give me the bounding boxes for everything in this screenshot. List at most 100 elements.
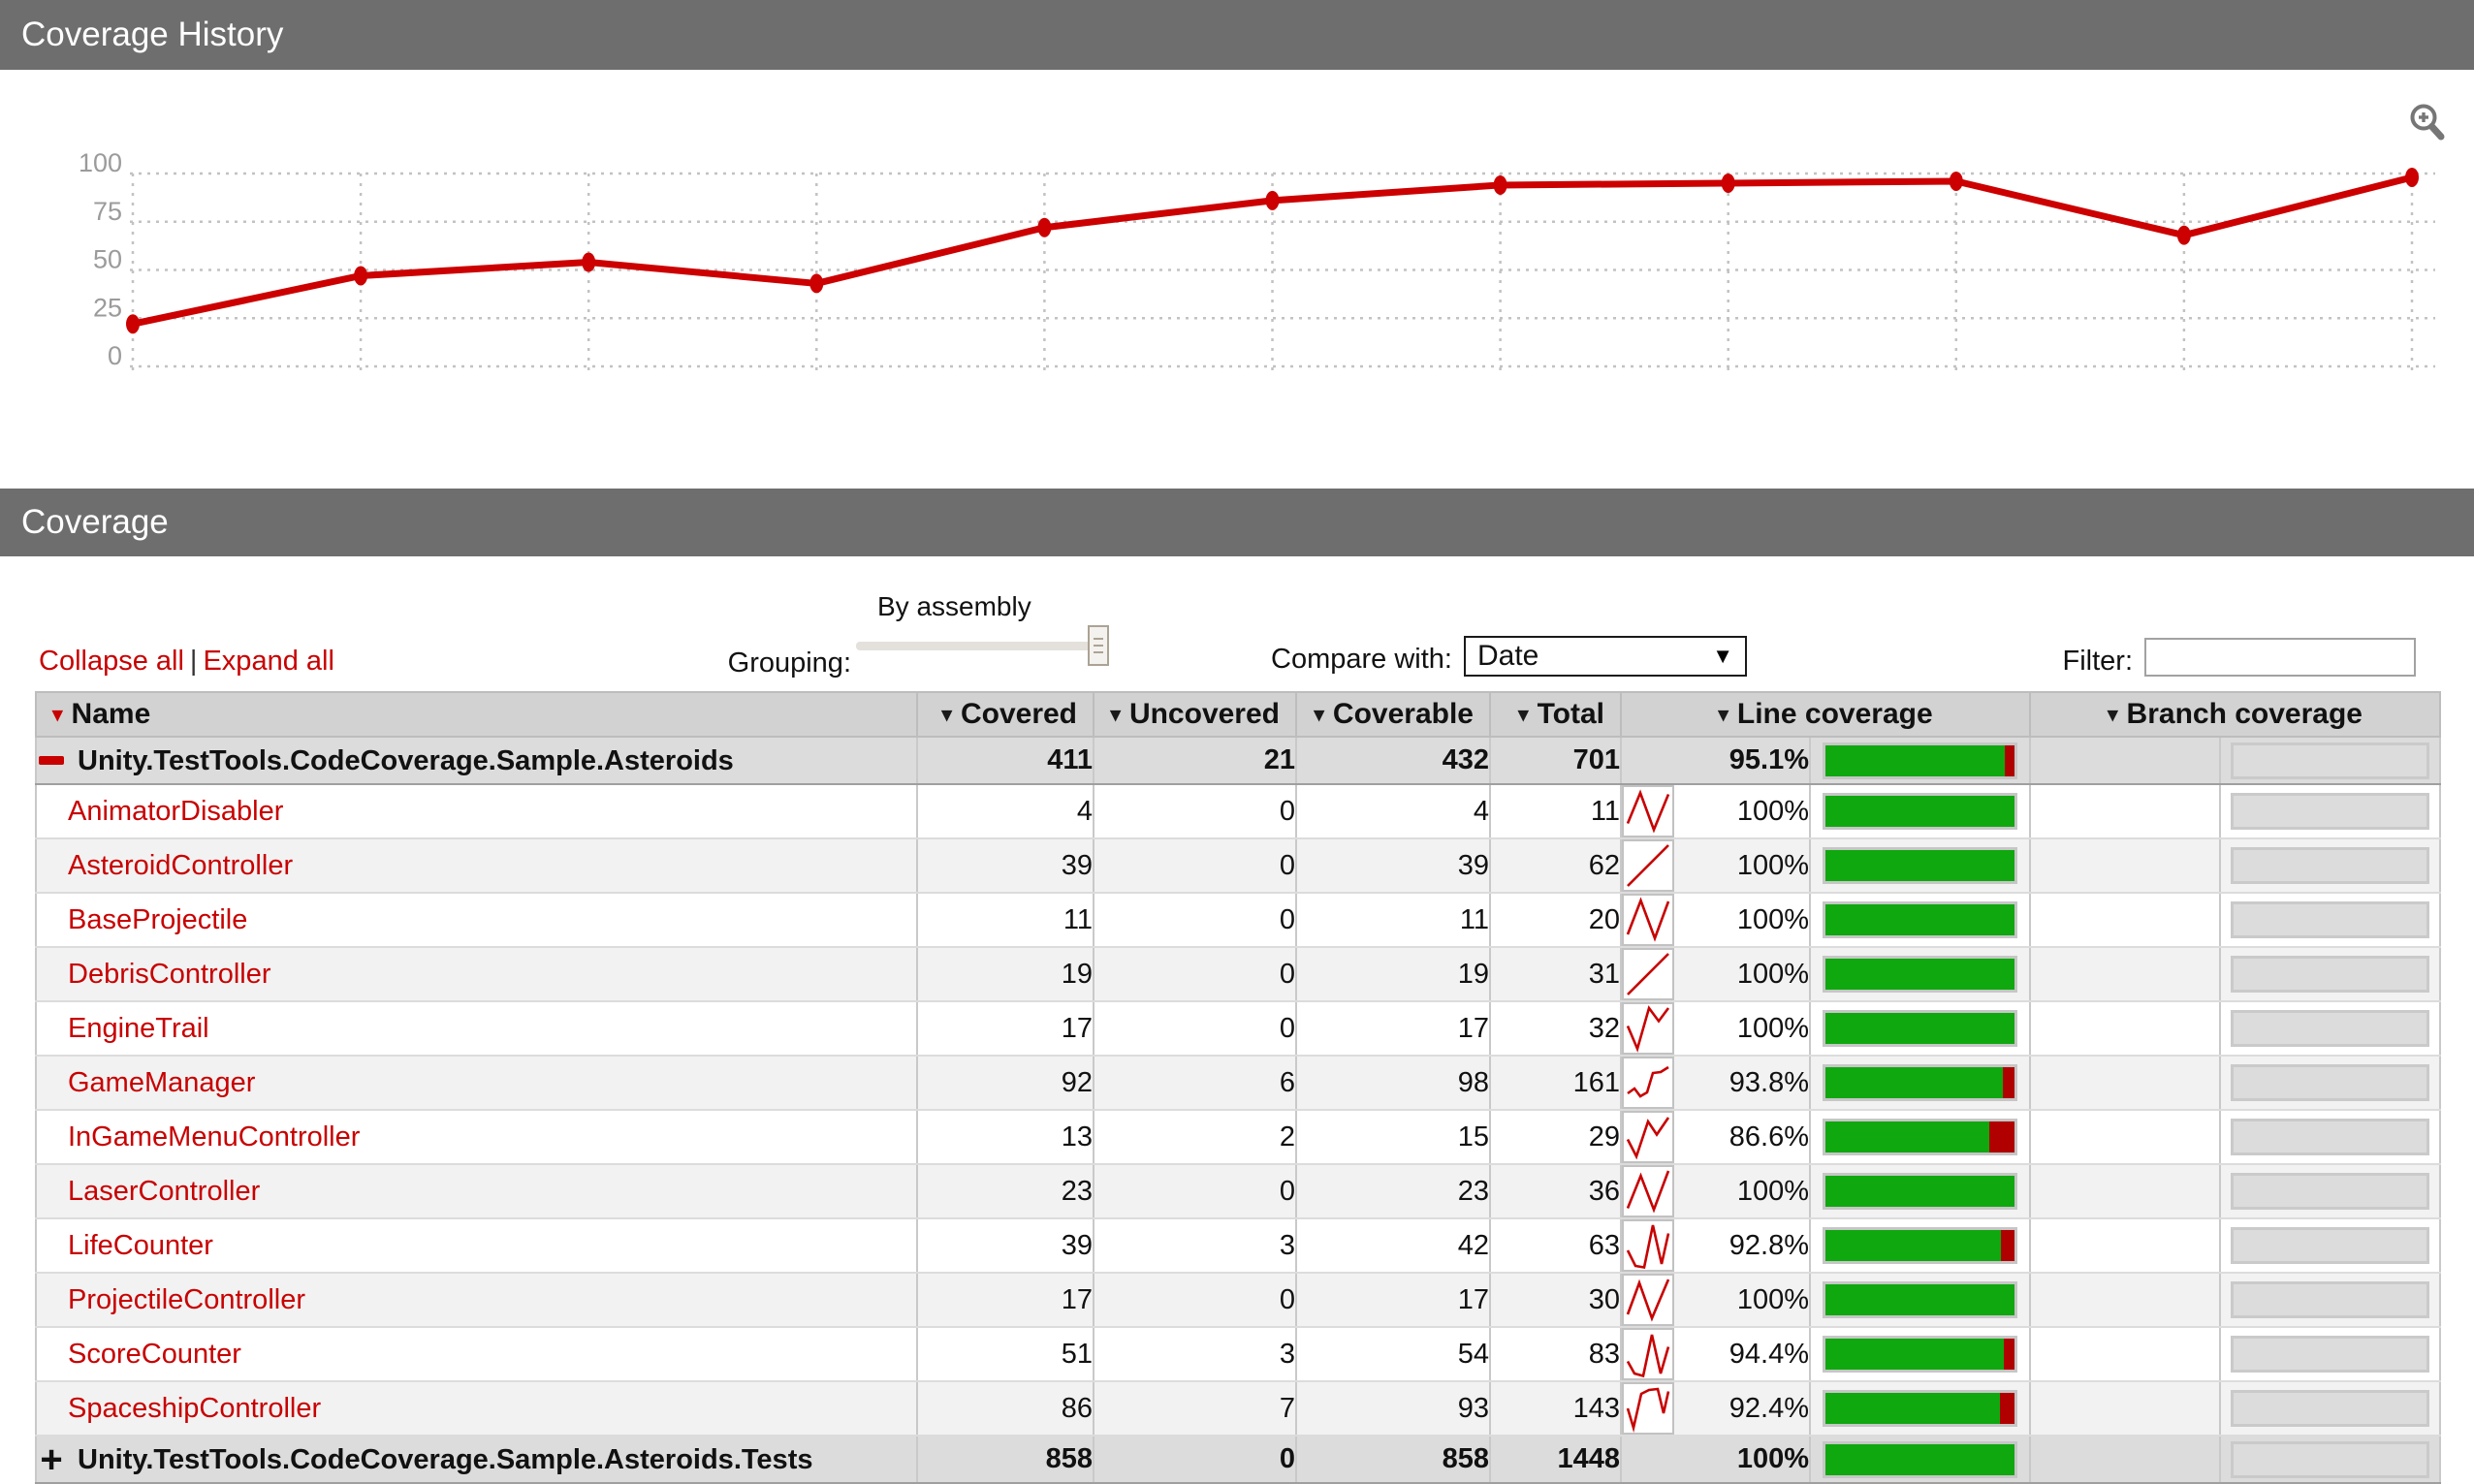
class-name-link[interactable]: AnimatorDisabler xyxy=(68,795,284,827)
total-value: 143 xyxy=(1489,1381,1622,1437)
history-sparkline[interactable] xyxy=(1622,1328,1674,1380)
branch-coverage-bar xyxy=(2231,1281,2429,1318)
covered-value: 19 xyxy=(916,947,1094,1002)
covered-value: 11 xyxy=(916,893,1094,948)
column-header-name[interactable]: ▾ Name xyxy=(35,691,918,738)
covered-value: 39 xyxy=(916,1218,1094,1274)
branch-coverage-bar xyxy=(2231,1390,2429,1427)
history-sparkline[interactable] xyxy=(1622,894,1674,946)
covered-value: 4 xyxy=(916,784,1094,839)
total-value: 11 xyxy=(1489,784,1622,839)
class-name-link[interactable]: AsteroidController xyxy=(68,849,294,881)
history-sparkline[interactable] xyxy=(1622,1057,1674,1109)
uncovered-value: 0 xyxy=(1093,1273,1297,1328)
line-coverage-bar xyxy=(1823,742,2017,779)
history-sparkline[interactable] xyxy=(1622,1165,1674,1217)
grouping-slider-track[interactable] xyxy=(856,642,1094,650)
line-coverage-percent: 95.1% xyxy=(1729,744,1809,775)
total-value: 83 xyxy=(1489,1327,1622,1382)
branch-coverage-bar xyxy=(2231,1440,2429,1478)
class-name-link[interactable]: BaseProjectile xyxy=(68,903,248,935)
total-value: 62 xyxy=(1489,838,1622,894)
history-sparkline[interactable] xyxy=(1622,1002,1674,1055)
history-sparkline[interactable] xyxy=(1622,839,1674,892)
grouping-value-label: By assembly xyxy=(877,591,1031,621)
class-name-link[interactable]: GameManager xyxy=(68,1066,256,1098)
class-name-link[interactable]: EngineTrail xyxy=(68,1012,209,1044)
line-coverage-percent: 100% xyxy=(1736,1443,1809,1474)
class-row: ScoreCounter 51 3 54 83 94.4% xyxy=(35,1327,2441,1382)
history-section-header: Coverage History xyxy=(0,0,2474,70)
y-axis-tick-label: 75 xyxy=(93,197,122,226)
column-header-total[interactable]: ▾ Total xyxy=(1489,691,1622,738)
class-name-link[interactable]: SpaceshipController xyxy=(68,1392,322,1424)
class-name-link[interactable]: ScoreCounter xyxy=(68,1338,241,1370)
line-coverage-bar xyxy=(1823,1390,2017,1427)
y-axis-tick-label: 0 xyxy=(108,341,122,370)
history-sparkline[interactable] xyxy=(1622,1274,1674,1326)
expand-toggle-icon[interactable]: + xyxy=(40,1437,63,1481)
branch-coverage-percent xyxy=(2029,1164,2221,1219)
branch-coverage-percent xyxy=(2029,1001,2221,1057)
coverable-value: 42 xyxy=(1295,1218,1491,1274)
coverage-controls: Collapse all | Expand all By assembly Grou… xyxy=(0,556,2474,691)
class-name-link[interactable]: InGameMenuController xyxy=(68,1121,361,1152)
class-name-link[interactable]: LifeCounter xyxy=(68,1229,213,1261)
history-sparkline[interactable] xyxy=(1622,1111,1674,1163)
line-coverage-bar xyxy=(1823,1227,2017,1264)
link-separator: | xyxy=(189,646,198,677)
history-sparkline[interactable] xyxy=(1622,1219,1674,1272)
column-header-coverable[interactable]: ▾ Coverable xyxy=(1295,691,1491,738)
uncovered-value: 0 xyxy=(1093,1001,1297,1057)
coverable-value: 98 xyxy=(1295,1056,1491,1111)
coverage-history-chart: 0 25 50 75 100 xyxy=(0,70,2474,489)
filter-label: Filter: xyxy=(2062,646,2134,677)
class-row: EngineTrail 17 0 17 32 100% xyxy=(35,1001,2441,1057)
coverable-value: 11 xyxy=(1295,893,1491,948)
class-name-link[interactable]: DebrisController xyxy=(68,958,271,990)
class-row: GameManager 92 6 98 161 93.8% xyxy=(35,1056,2441,1111)
assembly-row: + Unity.TestTools.CodeCoverage.Sample.Ast… xyxy=(35,1435,2441,1484)
history-sparkline[interactable] xyxy=(1622,785,1674,837)
sort-arrow-icon: ▾ xyxy=(52,703,63,726)
chevron-down-icon: ▼ xyxy=(1712,644,1733,668)
zoom-in-icon[interactable] xyxy=(2408,103,2447,145)
history-data-point xyxy=(809,273,824,294)
column-header-branch-coverage[interactable]: ▾ Branch coverage xyxy=(2029,691,2441,738)
uncovered-value: 0 xyxy=(1093,838,1297,894)
collapse-toggle-icon[interactable] xyxy=(37,756,66,766)
history-sparkline[interactable] xyxy=(1622,1382,1674,1435)
class-row: LaserController 23 0 23 36 100% xyxy=(35,1164,2441,1219)
class-name-link[interactable]: LaserController xyxy=(68,1175,261,1207)
branch-coverage-percent xyxy=(2029,838,2221,894)
class-name-link[interactable]: ProjectileController xyxy=(68,1283,305,1315)
compare-with-select[interactable]: Date ▼ xyxy=(1464,636,1747,677)
grouping-slider-thumb[interactable] xyxy=(1088,625,1109,666)
coverable-value: 4 xyxy=(1295,784,1491,839)
coverage-title: Coverage xyxy=(21,503,169,541)
branch-coverage-bar xyxy=(2231,742,2429,779)
history-data-point xyxy=(1493,174,1507,195)
assembly-row: Unity.TestTools.CodeCoverage.Sample.Aste… xyxy=(35,736,2441,785)
line-coverage-percent: 94.4% xyxy=(1729,1338,1809,1370)
column-header-covered[interactable]: ▾ Covered xyxy=(916,691,1094,738)
coverable-value: 432 xyxy=(1295,736,1491,785)
collapse-all-link[interactable]: Collapse all xyxy=(39,646,184,677)
class-row: AsteroidController 39 0 39 62 100% xyxy=(35,838,2441,894)
sort-arrow-icon: ▾ xyxy=(1110,703,1121,726)
coverable-value: 858 xyxy=(1295,1435,1491,1484)
covered-value: 858 xyxy=(916,1435,1094,1484)
branch-coverage-percent xyxy=(2029,784,2221,839)
column-header-uncovered[interactable]: ▾ Uncovered xyxy=(1093,691,1297,738)
coverable-value: 15 xyxy=(1295,1110,1491,1165)
class-row: InGameMenuController 13 2 15 29 86.6% xyxy=(35,1110,2441,1165)
line-coverage-bar xyxy=(1823,1440,2017,1478)
line-coverage-percent: 100% xyxy=(1736,849,1809,881)
history-chart-canvas[interactable]: 0 25 50 75 100 xyxy=(0,70,2474,489)
filter-input[interactable] xyxy=(2144,638,2416,677)
history-sparkline[interactable] xyxy=(1622,948,1674,1000)
line-coverage-bar xyxy=(1823,1064,2017,1101)
column-header-line-coverage[interactable]: ▾ Line coverage xyxy=(1620,691,2031,738)
expand-all-link[interactable]: Expand all xyxy=(203,646,334,677)
